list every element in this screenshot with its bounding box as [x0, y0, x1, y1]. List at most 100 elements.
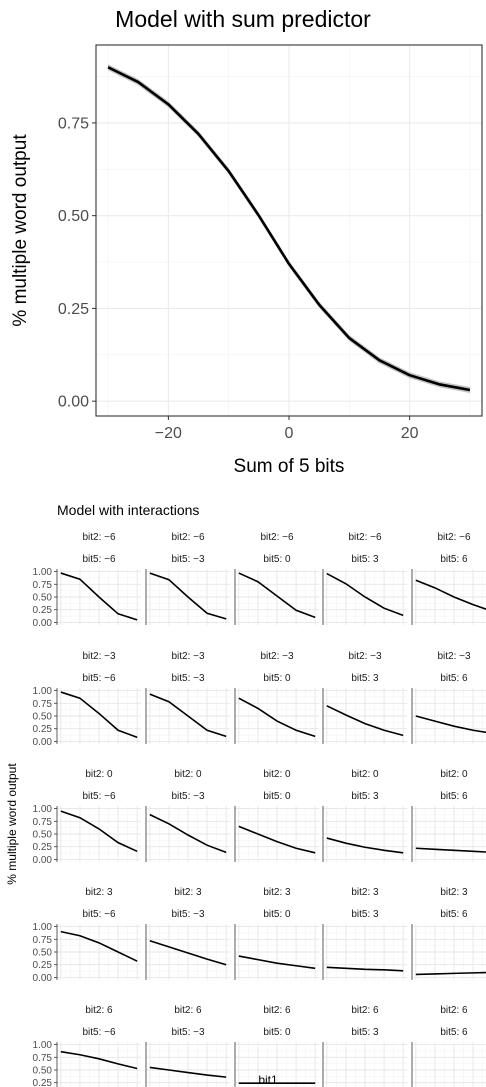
facet-series-line	[149, 693, 227, 738]
facet-panel: bit2: 0 bit5: −6 0.00 0.250.50 0.75 1.00	[33, 769, 141, 866]
y-tick-label: 0.50	[33, 712, 53, 723]
strip-label-bit5: bit5: −6	[82, 791, 116, 802]
y-tick-label: 0.00	[33, 973, 53, 984]
facet-series-line	[60, 930, 138, 962]
strip-label-bit2: bit2: 6	[174, 1005, 202, 1016]
facet-panel: bit2: 3 bit5: 3	[322, 887, 407, 980]
y-tick-label: 0.75	[33, 580, 53, 591]
strip-label-bit2: bit2: −3	[437, 651, 471, 662]
series-line	[107, 66, 471, 392]
y-tick-label: 0.25	[33, 605, 53, 616]
strip-label-bit5: bit5: −6	[82, 909, 116, 920]
strip-label-bit2: bit2: 3	[263, 887, 291, 898]
facet-panel: bit2: 3 bit5: 6	[411, 887, 486, 980]
x-tick-label: 20	[401, 425, 419, 442]
y-tick-label: 0.25	[33, 1078, 53, 1087]
y-tick-label: 0.50	[33, 948, 53, 959]
strip-label-bit5: bit5: −6	[82, 673, 116, 684]
strip-label-bit2: bit2: 3	[174, 887, 202, 898]
strip-label-bit5: bit5: 0	[263, 909, 291, 920]
facet-series-line	[326, 966, 404, 972]
y-tick-label: 0.50	[33, 830, 53, 841]
strip-label-bit5: bit5: −6	[82, 554, 116, 565]
y-tick-label: 0.75	[58, 115, 89, 132]
strip-label-bit2: bit2: 6	[263, 1005, 291, 1016]
facet-panel: bit2: 0 bit5: 0	[234, 769, 319, 862]
strip-label-bit5: bit5: −3	[171, 554, 205, 565]
y-tick-label: 0.25	[58, 301, 89, 318]
facet-series-line	[60, 691, 138, 739]
strip-label-bit5: bit5: −3	[171, 909, 205, 920]
strip-label-bit5: bit5: 6	[440, 554, 468, 565]
facet-panel: bit2: 3 bit5: −3	[145, 887, 230, 980]
x-tick-label: 0	[285, 425, 294, 442]
strip-label-bit2: bit2: 0	[351, 769, 379, 780]
y-tick-label: 1.00	[33, 922, 53, 933]
strip-label-bit2: bit2: 3	[440, 887, 468, 898]
sum-chart: Model with sum predictor −20 0 20 0.00 0.25 0.…	[10, 6, 483, 477]
strip-label-bit2: bit2: 0	[174, 769, 202, 780]
strip-label-bit5: bit5: 6	[440, 791, 468, 802]
strip-label-bit5: bit5: 3	[351, 673, 379, 684]
interaction-chart: Model with interactions bit2: −6 bit5: −6 0…	[5, 502, 486, 1087]
facet-panel: bit2: −3 bit5: 3	[322, 651, 407, 744]
strip-label-bit5: bit5: 3	[351, 791, 379, 802]
y-tick-label: 0.00	[58, 394, 89, 411]
facet-series-line	[415, 847, 486, 853]
facet-panel: bit2: −6 bit5: −6 0.00 0.250.50 0.75 1.00	[33, 532, 141, 629]
facet-y-axis-title: % multiple word output	[5, 763, 19, 885]
strip-label-bit5: bit5: 6	[440, 1027, 468, 1038]
facet-panel: bit2: 3 bit5: 0	[234, 887, 319, 980]
strip-label-bit2: bit2: 0	[440, 769, 468, 780]
facet-series-line	[60, 810, 138, 853]
y-tick-label: 0.00	[33, 855, 53, 866]
facet-series-line	[415, 971, 486, 976]
strip-label-bit5: bit5: −3	[171, 673, 205, 684]
facet-series-line	[326, 705, 404, 737]
interaction-chart-title: Model with interactions	[57, 502, 199, 518]
strip-label-bit2: bit2: −6	[82, 532, 116, 543]
facet-series-line	[238, 697, 316, 738]
strip-label-bit5: bit5: −3	[171, 1027, 205, 1038]
facet-panel: bit2: −6 bit5: 3	[322, 532, 407, 625]
facet-series-line	[238, 572, 316, 619]
facet-panel: bit2: 3 bit5: −6 0.00 0.250.50 0.75 1.00	[33, 887, 141, 984]
y-tick-label: 0.25	[33, 724, 53, 735]
facet-panel: bit2: −3 bit5: −6 0.00 0.250.50 0.75 1.00	[33, 651, 141, 748]
facet-series-line	[415, 579, 486, 610]
y-tick-label: 0.50	[33, 1066, 53, 1077]
y-tick-label: 1.00	[33, 1040, 53, 1051]
x-tick-label: −20	[155, 425, 182, 442]
facet-panel: bit2: 0 bit5: −3	[145, 769, 230, 862]
strip-label-bit2: bit2: −6	[260, 532, 294, 543]
strip-label-bit5: bit5: 3	[351, 554, 379, 565]
y-tick-label: 0.50	[58, 208, 89, 225]
facet-series-line	[149, 572, 227, 620]
y-tick-label: 0.75	[33, 699, 53, 710]
y-tick-label: 0.25	[33, 842, 53, 853]
facet-series-line	[149, 813, 227, 854]
y-tick-label: 1.00	[33, 804, 53, 815]
facet-series-line	[238, 955, 316, 970]
strip-label-bit5: bit5: 3	[351, 909, 379, 920]
facet-series-line	[60, 1050, 138, 1070]
y-tick-label: 1.00	[33, 686, 53, 697]
strip-label-bit2: bit2: 3	[351, 887, 379, 898]
strip-label-bit2: bit2: 6	[351, 1005, 379, 1016]
strip-label-bit2: bit2: 6	[440, 1005, 468, 1016]
strip-label-bit5: bit5: 6	[440, 673, 468, 684]
strip-label-bit5: bit5: −6	[82, 1027, 116, 1038]
facet-panel: bit2: 0 bit5: 3	[322, 769, 407, 862]
y-tick-label: 0.00	[33, 737, 53, 748]
y-axis-title: % multiple word output	[10, 134, 31, 327]
y-tick-label: 0.75	[33, 817, 53, 828]
facet-panel: bit2: −6 bit5: 6	[411, 532, 486, 625]
strip-label-bit2: bit2: 6	[85, 1005, 113, 1016]
sum-chart-title: Model with sum predictor	[115, 6, 371, 32]
strip-label-bit2: bit2: −3	[82, 651, 116, 662]
